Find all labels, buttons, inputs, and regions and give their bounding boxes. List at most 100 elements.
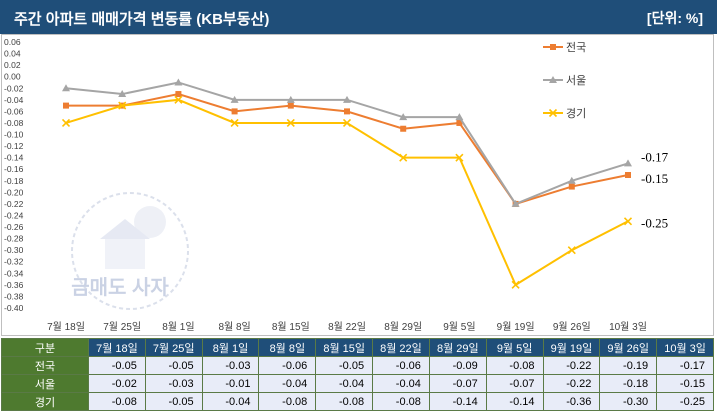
table-cell: -0.04 xyxy=(372,374,430,393)
table-cell: -0.04 xyxy=(315,374,374,393)
legend-label: 경기 xyxy=(566,107,586,120)
data-table-body: 구분 7월 18일 7월 25일 8월 1일 8월 8일 8월 15일 8월 22일 8월 2… xyxy=(1,338,714,411)
end-label: -0.25 xyxy=(641,215,668,230)
x-tick-label: 9월 26일 xyxy=(553,321,591,333)
y-tick-label: -0.22 xyxy=(4,199,24,209)
data-point xyxy=(511,280,520,289)
x-tick-label: 8월 22일 xyxy=(328,321,366,333)
x-tick-label: 9월 5일 xyxy=(443,321,475,333)
y-tick-label: -0.02 xyxy=(4,83,24,93)
table-cell: -0.07 xyxy=(485,374,544,393)
table-cell: -0.08 xyxy=(372,392,430,411)
data-point xyxy=(287,102,294,109)
y-tick-label: -0.26 xyxy=(4,222,24,232)
table-cell: -0.08 xyxy=(485,356,544,375)
table-column-header: 10월 3일 xyxy=(656,338,714,357)
x-tick-label: 8월 29일 xyxy=(384,321,422,333)
table-cell: -0.08 xyxy=(88,392,146,411)
data-point xyxy=(568,183,575,190)
data-point xyxy=(342,118,352,128)
table-column-header: 8월 1일 xyxy=(201,338,260,357)
y-tick-label: -0.04 xyxy=(4,95,24,105)
table-cell: -0.14 xyxy=(485,392,544,411)
y-tick-label: -0.24 xyxy=(4,210,24,220)
table-cell: -0.04 xyxy=(258,374,317,393)
table-column-header: 7월 18일 xyxy=(88,338,146,357)
data-point xyxy=(174,95,183,104)
data-point xyxy=(231,108,238,115)
x-tick-label: 7월 18일 xyxy=(47,321,85,333)
data-point xyxy=(175,91,182,98)
data-point xyxy=(344,108,350,115)
table-cell: -0.04 xyxy=(201,392,260,411)
end-label: -0.17 xyxy=(641,149,669,164)
table-cell: -0.30 xyxy=(599,392,658,411)
data-point xyxy=(623,217,633,226)
table-cell: -0.14 xyxy=(428,392,487,411)
x-axis: 7월 18일 7월 25일 8월 1일 8월 8일 8월 15일 8월 22일 8월 29일… xyxy=(47,321,647,333)
unit-label: [단위: %] xyxy=(646,10,703,26)
table-column-header: 9월 5일 xyxy=(485,338,544,357)
chart-title: 주간 아파트 매매가격 변동률 (KB부동산) xyxy=(14,11,270,28)
table-row: 서울 -0.02 -0.03 -0.01 -0.04 -0.04 -0.04 -0.07 -0.… xyxy=(1,374,714,393)
y-tick-label: -0.06 xyxy=(4,106,24,116)
table-cell: -0.07 xyxy=(428,374,487,393)
x-tick-label: 8월 8일 xyxy=(218,321,250,333)
table-corner: 구분 xyxy=(1,338,89,357)
table-cell: -0.36 xyxy=(542,392,601,411)
data-point xyxy=(511,199,520,207)
data-table: 구분 7월 18일 7월 25일 8월 1일 8월 8일 8월 15일 8월 22일 8월 2… xyxy=(1,338,714,411)
line-chart: 금매도 사자 0.06 0.040.02 0.00-0.02 -0.04-0.06 -0… xyxy=(4,37,669,333)
table-cell: -0.22 xyxy=(542,374,601,393)
data-point xyxy=(567,176,576,184)
table-cell: -0.05 xyxy=(315,356,374,375)
y-tick-label: -0.38 xyxy=(4,291,24,301)
y-axis: 0.06 0.040.02 0.00-0.02 -0.04-0.06 -0.08 -0.1… xyxy=(4,37,24,313)
end-label: -0.15 xyxy=(641,171,668,186)
x-tick-label: 8월 1일 xyxy=(162,321,194,333)
table-cell: -0.15 xyxy=(656,374,714,393)
watermark-text: 금매도 사자 xyxy=(71,276,169,299)
data-point xyxy=(286,95,295,103)
table-cell: -0.08 xyxy=(315,392,374,411)
data-point xyxy=(455,113,464,121)
y-tick-label: 0.02 xyxy=(4,60,21,70)
series-group xyxy=(61,78,633,289)
x-tick-label: 8월 15일 xyxy=(272,321,310,333)
table-cell: -0.02 xyxy=(88,374,146,393)
y-tick-label: -0.14 xyxy=(4,153,24,163)
table-header-row: 구분 7월 18일 7월 25일 8월 1일 8월 8일 8월 15일 8월 22일 8월 2… xyxy=(1,338,714,357)
table-cell: -0.18 xyxy=(599,374,658,393)
legend-label: 서울 xyxy=(566,74,586,87)
table-cell: -0.03 xyxy=(144,374,203,393)
table-row-label: 전국 xyxy=(1,356,89,375)
y-tick-label: -0.08 xyxy=(4,118,24,128)
table-column-header: 9월 26일 xyxy=(599,338,658,357)
data-point xyxy=(230,118,239,128)
y-tick-label: -0.20 xyxy=(4,187,24,197)
table-cell: -0.05 xyxy=(144,356,203,375)
y-tick-label: 0.00 xyxy=(4,72,21,82)
data-point xyxy=(567,246,576,255)
data-point xyxy=(230,95,239,103)
y-tick-label: -0.40 xyxy=(4,303,24,313)
chart-header: 주간 아파트 매매가격 변동률 (KB부동산) [단위: %] xyxy=(0,0,717,34)
table-cell: -0.03 xyxy=(201,356,260,375)
data-point xyxy=(624,159,632,167)
x-tick-label: 10월 3일 xyxy=(609,321,647,333)
table-cell: -0.06 xyxy=(258,356,317,375)
y-tick-label: -0.32 xyxy=(4,257,24,267)
data-point xyxy=(61,118,71,128)
y-tick-label: -0.30 xyxy=(4,245,24,255)
data-point xyxy=(343,95,351,103)
data-point xyxy=(625,172,631,178)
y-tick-label: 0.04 xyxy=(4,49,21,59)
watermark: 금매도 사자 xyxy=(71,192,189,310)
table-cell: -0.05 xyxy=(144,392,203,411)
table-cell: -0.17 xyxy=(656,356,714,375)
table-cell: -0.09 xyxy=(428,356,487,375)
y-tick-label: -0.18 xyxy=(4,176,24,186)
data-point xyxy=(62,84,70,92)
table-column-header: 9월 19일 xyxy=(542,338,601,357)
